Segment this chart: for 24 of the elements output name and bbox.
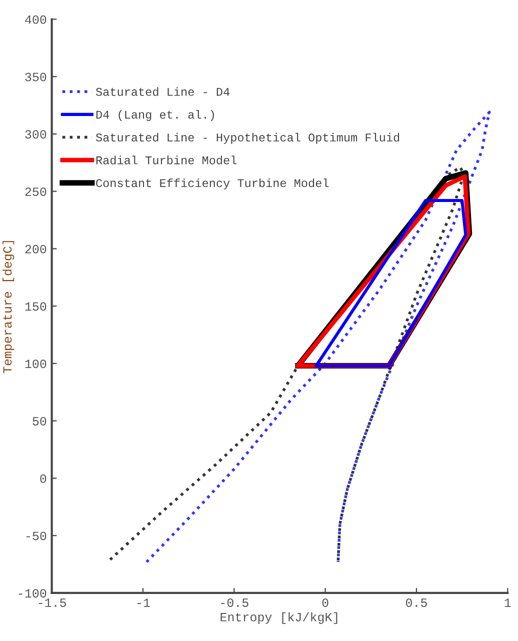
legend-label: Saturated Line - Hypothetical Optimum Fluid bbox=[96, 132, 400, 144]
x-tick-label: 1 bbox=[504, 598, 511, 607]
y-axis-title: Temperature [degC] bbox=[2, 241, 14, 374]
legend-label: Saturated Line - D4 bbox=[96, 87, 230, 96]
legend-label: D4 (Lang et. al.) bbox=[96, 110, 214, 122]
legend-label: Radial Turbine Model bbox=[96, 156, 237, 164]
y-tick-label: 0 bbox=[40, 474, 46, 483]
legend-label: Constant Efficiency Turbine Model bbox=[96, 178, 329, 190]
y-tick-label: 300 bbox=[25, 130, 46, 139]
y-tick-label: 150 bbox=[25, 302, 46, 311]
y-tick-label: 200 bbox=[25, 244, 46, 254]
y-tick-label: 50 bbox=[32, 416, 46, 426]
y-tick-label: 350 bbox=[25, 72, 46, 82]
y-tick-label: 400 bbox=[25, 15, 46, 24]
x-tick-label: 0 bbox=[322, 598, 328, 607]
x-axis-title: Entropy [kJ/kgK] bbox=[220, 612, 338, 624]
x-tick-label: -0.5 bbox=[221, 598, 248, 607]
x-tick-label: 0.5 bbox=[406, 598, 427, 607]
y-tick-label: -100 bbox=[18, 589, 46, 598]
x-tick-label: -1 bbox=[138, 598, 150, 607]
y-tick-label: -50 bbox=[26, 532, 46, 540]
y-tick-label: 100 bbox=[25, 360, 46, 368]
y-tick-label: 250 bbox=[25, 188, 46, 196]
x-tick-label: -1.5 bbox=[38, 598, 66, 607]
